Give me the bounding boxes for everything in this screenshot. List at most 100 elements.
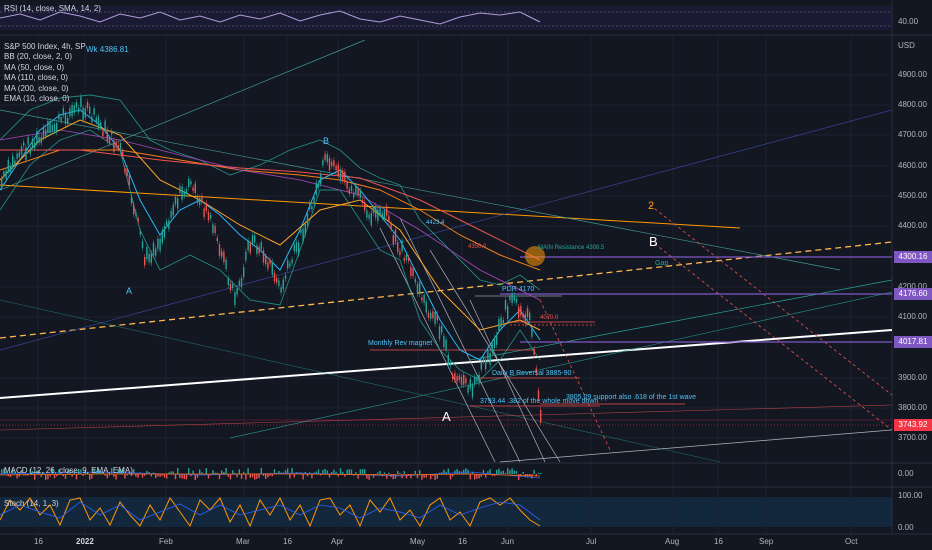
candle-body xyxy=(49,121,51,133)
candle-body xyxy=(471,384,474,398)
rsi-line xyxy=(0,10,541,25)
macd-bar xyxy=(443,469,445,474)
candle-body xyxy=(487,349,489,361)
macd-bar xyxy=(322,469,324,474)
macd-bar xyxy=(522,471,524,474)
macd-bar xyxy=(337,474,339,477)
stoch-tick-high: 100.00 xyxy=(898,491,923,500)
trend-lines xyxy=(0,39,893,463)
candle-body xyxy=(104,120,106,131)
resistance-circle[interactable] xyxy=(525,246,545,266)
legend-ema10[interactable]: EMA (10, close, 0) xyxy=(4,94,70,104)
white-trendline[interactable] xyxy=(0,329,893,399)
macd-bar xyxy=(89,474,91,480)
candle-body xyxy=(438,326,441,340)
legend-ma110[interactable]: MA (110, close, 0) xyxy=(4,73,68,83)
candle-body xyxy=(419,282,421,295)
candle-body xyxy=(247,240,249,251)
macd-bar xyxy=(78,468,80,474)
candle-body xyxy=(190,181,192,185)
candle-body xyxy=(405,254,408,261)
time-tick: Jul xyxy=(586,537,597,546)
macd-bar xyxy=(454,470,456,474)
macd-bar xyxy=(36,470,38,474)
candle-body xyxy=(221,250,223,257)
candle-body xyxy=(509,296,511,301)
main-resistance-label: MAIN Resistance 4308.5 xyxy=(538,245,605,251)
macd-bar xyxy=(174,474,177,480)
legend-title[interactable]: S&P 500 Index, 4h, SP xyxy=(4,42,86,51)
time-tick: Aug xyxy=(665,537,680,546)
macd-bar xyxy=(434,474,436,480)
price-tag-4300[interactable]: 4300.16 xyxy=(894,251,932,263)
orange-trendline[interactable] xyxy=(0,184,741,229)
candle-body xyxy=(119,142,122,149)
macd-bar xyxy=(51,468,53,474)
price-tag-4176[interactable]: 4176.60 xyxy=(894,288,932,300)
macd-bar xyxy=(405,474,408,479)
legend-ma200[interactable]: MA (200, close, 0) xyxy=(4,83,69,93)
candle-body xyxy=(430,312,432,319)
macd-bar xyxy=(14,472,16,474)
legend-bb[interactable]: BB (20, close, 2, 0) xyxy=(4,52,73,62)
candle-body xyxy=(342,170,344,181)
macd-bar xyxy=(377,472,379,474)
macd-bar xyxy=(364,469,366,474)
candle-body xyxy=(58,114,60,120)
candle-body xyxy=(137,218,139,222)
candle-body xyxy=(502,319,504,324)
macd-bar xyxy=(1,469,3,474)
candle-body xyxy=(293,244,295,251)
candle-body xyxy=(300,229,302,233)
candle-body xyxy=(91,116,93,123)
candle-body xyxy=(339,169,342,181)
candle-body xyxy=(359,190,361,198)
price-tag-4017[interactable]: 4017.81 xyxy=(894,336,932,348)
candle-body xyxy=(344,171,346,183)
candle-body xyxy=(203,208,205,218)
legend-ma50[interactable]: MA (50, close, 0) xyxy=(4,62,65,72)
macd-bar xyxy=(232,470,234,474)
macd-bar xyxy=(71,474,73,477)
time-tick: Sep xyxy=(759,537,774,546)
macd-bar xyxy=(163,474,166,478)
candle-body xyxy=(322,159,324,166)
candle-body xyxy=(170,210,172,218)
candle-body xyxy=(537,390,540,400)
stoch-label[interactable]: Stoch (14, 1, 3) xyxy=(4,499,59,508)
macd-tick: 0.00 xyxy=(898,469,914,478)
macd-bar xyxy=(133,469,135,474)
macd-bar xyxy=(117,469,119,474)
candle-body xyxy=(124,168,126,172)
macd-label[interactable]: MACD (12, 26, close, 9, EMA, EMA) xyxy=(4,466,133,475)
candle-body xyxy=(97,116,100,129)
macd-bar xyxy=(179,474,181,479)
rsi-label[interactable]: RSI (14, close, SMA, 14, 2) xyxy=(4,4,101,13)
candle-body xyxy=(157,238,159,249)
candle-body xyxy=(295,242,298,252)
macd-bar xyxy=(9,474,12,478)
candle-body xyxy=(379,207,381,215)
candle-body xyxy=(84,108,86,118)
macd-bar xyxy=(386,474,388,479)
macd-bar xyxy=(199,469,201,474)
macd-bar xyxy=(243,471,245,474)
candle-body xyxy=(238,280,240,286)
macd-bar xyxy=(185,474,188,480)
macd-bar xyxy=(471,471,474,474)
macd-bar xyxy=(91,474,93,479)
macd-bar xyxy=(520,474,522,477)
candle-body xyxy=(262,250,265,263)
wave-a-label-small: A xyxy=(126,286,133,296)
candle-body xyxy=(139,231,141,235)
macd-bar xyxy=(513,470,515,474)
candle-body xyxy=(507,306,509,320)
candle-body xyxy=(317,183,320,188)
candle-body xyxy=(102,130,104,137)
candle-body xyxy=(232,283,234,289)
candle-body xyxy=(240,278,243,288)
price-tag-last[interactable]: 3743.92 xyxy=(894,419,932,431)
candle-body xyxy=(236,288,238,295)
macd-bar xyxy=(108,474,111,476)
